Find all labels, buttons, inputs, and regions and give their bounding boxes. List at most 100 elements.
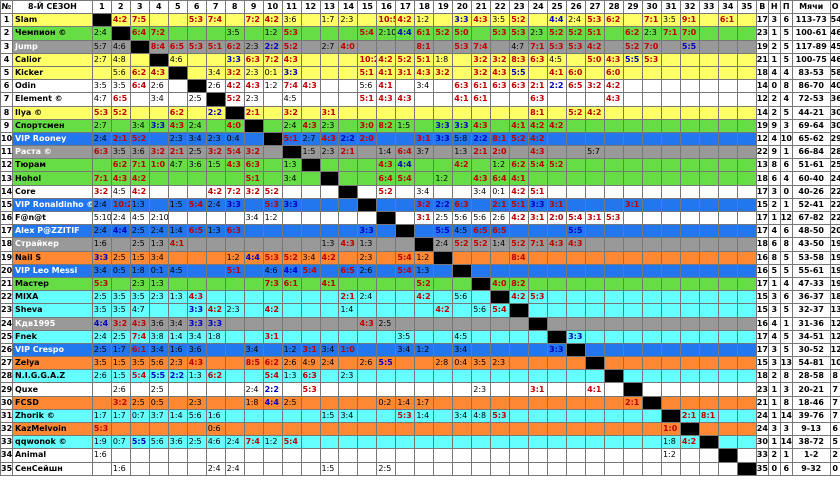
table-row[interactable]: 21 Мастер 5:3 2:3 1:3 7:3 6:1 4:1 5:2 4:0 8:2 17 1 4 4… [0,276,840,292]
table-row[interactable]: 2 Чемпион © 2:4 6:4 7:2 3:5 1:2 5:3 5:4 2:10 4:4 6:… [0,26,840,41]
match-cell [641,461,662,476]
team-name[interactable]: Kicker [11,65,93,81]
match-cell: 3:2 [243,184,264,199]
team-name[interactable]: F@n@t [11,210,93,226]
team-name[interactable]: Quxe [11,382,93,397]
table-row[interactable]: 6 Odin 3:5 3:5 6:4 2:6 2:6 4:2 4:3 1:2 7:4 4:3 5:6 4:… [0,79,840,94]
team-name[interactable]: Slam [11,13,93,28]
team-name[interactable]: VIP Crespo [11,342,93,358]
team-name[interactable]: Element © [11,92,93,107]
team-name[interactable]: Zelya [11,356,93,371]
table-row[interactable]: 12 Тюрам 6:2 7:1 1:0 4:7 3:6 1:5 4:3 6:3 1:3 4:3 4:4… [0,158,840,173]
table-row[interactable]: 9 Спортсмен 2:7 3:4 3:3 4:3 2:4 4:0 2:4 4:3 2:3 3:0… [0,118,840,133]
table-row[interactable]: 11 Раста © 6:3 3:5 3:6 3:2 2:1 2:5 3:2 5:4 3:2 1:5 2… [0,145,840,160]
table-row[interactable]: 23 Sheva 3:5 3:5 4:7 3:3 4:2 2:3 4:2 1:4 4:2 5:6 5:4… [0,303,840,318]
table-row[interactable]: 24 Кдв1995 4:4 3:2 4:3 3:6 3:4 3:3 3:3 4:3 2:5 16 4 1… [0,316,840,331]
team-name[interactable]: Мастер [11,276,93,292]
team-name[interactable]: Тюрам [11,158,93,173]
team-name[interactable]: СенСейшн [11,461,93,476]
team-name[interactable]: Fnek [11,329,93,344]
table-row[interactable]: 33 qqwonok © 1:9 0:7 5:5 5:6 3:6 2:5 4:6 2:4 7:4 1:… [0,435,840,450]
points-value: 22 [829,197,840,213]
match-cell: 4:4 [91,316,112,331]
match-cell [623,290,643,305]
table-row[interactable]: 3 Jump 5:7 4:6 8:4 6:5 5:3 5:1 6:2 2:3 2:2 5:2 2:7 4:… [0,39,840,54]
team-name[interactable]: KazMelvoin [11,421,93,437]
table-row[interactable]: 28 N.I.G.G.A.Z 2:6 1:5 5:4 5:5 2:2 1:3 6:2 5:4 1:3… [0,369,840,384]
match-score: 3:2 [245,186,260,196]
table-row[interactable]: 16 F@n@t 5:10 2:4 4:5 2:10 3:4 1:2 3:1 2:5 5:6 5:6 2… [0,210,840,226]
table-row[interactable]: 35 СенСейшн 1:6 2:4 2:4 1:5 2:5 35 0 6 9-32 0 [0,461,840,476]
table-row[interactable]: 32 KazMelvoin 5:3 0:6 1:0 24 3 3 9-13 6 [0,421,840,437]
match-score: 1:2 [662,450,676,460]
table-row[interactable]: 27 Zelya 3:5 1:5 3:5 5:6 2:3 4:3 8:5 6:2 2:6 4:9 2:4… [0,356,840,371]
match-cell [471,26,492,41]
team-name[interactable]: Jump [11,39,93,54]
match-cell [129,92,150,107]
header-col-3: 3 [129,0,150,15]
table-row[interactable]: 13 Hohol 7:1 4:3 4:2 5:1 3:4 6:4 5:4 1:2 4:3 6:4 4:1… [0,171,840,186]
table-row[interactable]: 4Calior2:74:84:63:36:37:24:310:24:25:25:… [0,52,840,67]
team-name[interactable]: Odin [11,79,93,94]
team-name[interactable]: Спортсмен [11,118,93,133]
match-score: 4:2 [207,186,223,196]
team-name[interactable]: Кдв1995 [11,316,93,331]
team-name[interactable]: Hohol [11,171,93,186]
team-name[interactable]: Sheva [11,303,93,318]
match-cell [509,316,530,331]
team-name[interactable]: MIXA [11,290,93,305]
table-row[interactable]: 19 Nail S 3:3 2:5 1:5 3:4 1:2 4:4 5:3 5:2 3:4 4:2 2:… [0,250,840,265]
team-name[interactable]: Ilya © [11,105,93,120]
table-row[interactable]: 20 VIP Leo Messi 3:4 0:5 1:8 0:1 4:5 5:1 4:6 4:4 5… [0,263,840,278]
stat-value: 15 [755,290,769,305]
table-row[interactable]: 31 Zhorik © 1:7 1:7 0:7 3:7 1:4 5:6 1:6 1:5 3:4 5:3… [0,408,840,424]
team-name[interactable]: VIP Rooney [11,131,93,147]
team-name[interactable]: Animal [11,448,93,463]
team-name[interactable]: N.I.G.G.A.Z [11,369,93,384]
table-row[interactable]: 34 Animal 1:6 1:2 33 2 1 1-2 2 [0,448,840,463]
match-cell: 2:4 [91,26,112,41]
table-row[interactable]: 17 Alex P@ZZITIF 2:4 4:4 2:5 2:4 1:4 6:5 1:3 6:3 3… [0,224,840,239]
table-row[interactable]: 1Slam4:27:55:37:47:24:23:61:72:310:54:21… [0,13,840,28]
stat-value: 21 [755,395,769,410]
table-row[interactable]: 14 Core 3:2 4:5 4:2 4:2 7:2 3:2 5:2 5:2 3:4 3:4 0:1 4… [0,184,840,199]
match-cell [604,105,624,120]
match-score: 1:5 [321,463,335,473]
match-cell [148,197,169,213]
match-cell: 8:1 [528,105,549,120]
table-row[interactable]: 5 Kicker 5:6 6:2 4:3 3:4 3:2 2:3 0:1 3:3 5:1 4:1 3:1… [0,65,840,81]
match-cell [376,263,397,278]
team-name[interactable]: VIP Leo Messi [11,263,93,278]
team-name[interactable]: qqwonok © [11,435,93,450]
match-score: 2:4 [568,15,581,25]
match-cell [319,263,340,278]
team-name[interactable]: Страйкер [11,237,93,252]
table-row[interactable]: 26 VIP Crespo 2:5 1:7 6:1 3:4 1:6 3:6 3:4 1:2 3:1 3… [0,342,840,358]
team-name[interactable]: Zhorik © [11,408,93,424]
match-score: 2:3 [207,133,221,143]
team-name[interactable]: VIP Ronaldinho © [11,197,93,213]
table-row[interactable]: 10 VIP Rooney 2:4 2:1 5:2 2:3 3:4 2:3 0:4 5:1 2:7 4… [0,131,840,147]
team-name[interactable]: Nail S [11,250,93,265]
match-cell [395,39,416,54]
table-row[interactable]: 18 Страйкер 1:6 2:5 1:3 4:1 1:3 4:3 1:3 2:4 5:2 5:2… [0,237,840,252]
team-name[interactable]: Core [11,184,93,199]
team-name[interactable]: FCSD [11,395,93,410]
team-name[interactable]: Раста © [11,145,93,160]
team-name[interactable]: Calior [11,52,93,67]
table-row[interactable]: 8 Ilya © 5:3 5:2 6:2 2:2 2:1 3:2 3:1 8:1 5:2 4:2 14 2… [0,105,840,120]
stat-value: 1 [767,408,781,424]
match-cell [641,131,662,147]
table-row[interactable]: 25 Fnek 2:4 2:5 7:4 3:8 1:4 3:4 1:8 3:1 3:5 4:5 3:3 1… [0,329,840,344]
match-score: 2:3 [169,358,183,368]
table-row[interactable]: 22 MIXA 2:5 3:5 3:5 2:3 1:3 4:3 2:1 2:4 4:2 5:6 4:2 5… [0,290,840,305]
match-score: 5:5 [511,68,526,78]
table-row[interactable]: 7 Element © 4:7 6:5 3:4 2:5 5:2 2:3 4:5 5:1 4:3 4:3… [0,92,840,107]
header-col-17: 17 [395,0,416,15]
table-row[interactable]: 29 Quxe 2:6 2:5 2:4 2:2 5:3 2:3 3:1 4:1 23 1 3 20-21 7 [0,382,840,397]
team-name[interactable]: Alex P@ZZITIF [11,224,93,239]
table-row[interactable]: 30 FCSD 3:2 2:5 0:5 2:3 1:8 4:4 2:5 0:2 1:4 1:7 2:1 2… [0,395,840,410]
team-name[interactable]: Чемпион © [11,26,93,41]
match-score: 2:5 [283,397,297,407]
